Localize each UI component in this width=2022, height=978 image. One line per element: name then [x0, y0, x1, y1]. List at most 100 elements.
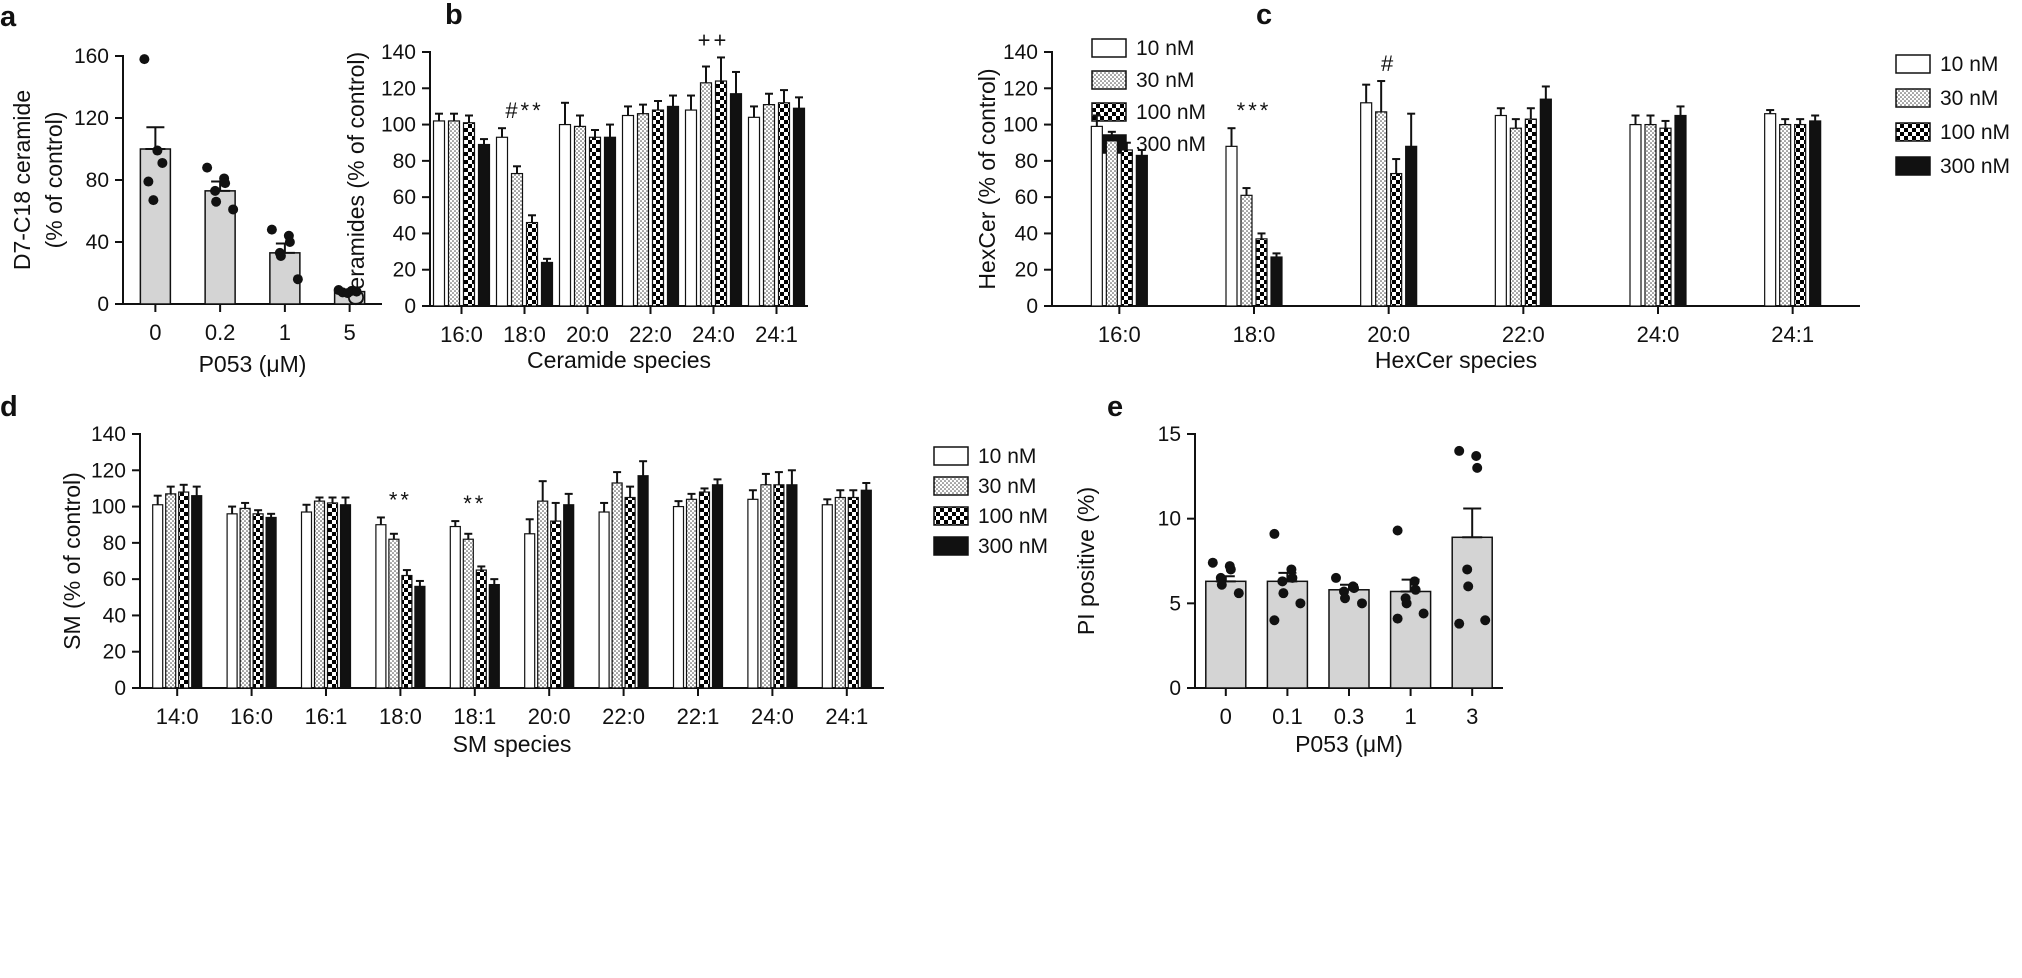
- x-tick-label: 24:1: [755, 322, 798, 347]
- y-tick-label: 40: [103, 604, 126, 627]
- bar: [488, 583, 500, 689]
- y-tick-label: 160: [74, 45, 109, 68]
- bar: [388, 538, 400, 689]
- x-tick-label: 20:0: [528, 704, 571, 729]
- y-axis-title: Ceramides (% of control): [343, 52, 369, 306]
- x-tick-label: 0: [1220, 704, 1232, 729]
- x-tick-label: 0.1: [1272, 704, 1303, 729]
- data-point: [1278, 588, 1289, 599]
- y-tick-label: 60: [103, 568, 126, 591]
- bar: [747, 498, 759, 689]
- data-point: [1225, 564, 1236, 575]
- legend-label: 10 nM: [1940, 53, 1998, 76]
- x-tick-label: 18:0: [1233, 322, 1276, 347]
- data-point: [228, 204, 239, 215]
- x-tick-label: 18:0: [503, 322, 546, 347]
- data-point: [351, 286, 362, 297]
- y-tick-label: 80: [1015, 150, 1038, 173]
- legend-swatch: [933, 476, 969, 496]
- data-point: [292, 274, 303, 285]
- y-tick-label: 0: [404, 295, 416, 318]
- bar: [773, 484, 785, 689]
- bar: [447, 120, 461, 307]
- bar: [1135, 154, 1148, 307]
- bar: [1494, 114, 1507, 307]
- data-point: [1471, 451, 1482, 462]
- x-tick-label: 1: [1404, 704, 1416, 729]
- x-tick-label: 22:0: [629, 322, 672, 347]
- bar: [1659, 127, 1672, 307]
- x-axis-title: HexCer species: [1375, 347, 1537, 373]
- data-point: [1331, 572, 1341, 583]
- data-point: [139, 54, 150, 65]
- panel-label: c: [1256, 0, 1272, 31]
- data-point: [1349, 583, 1359, 594]
- bar: [313, 500, 326, 689]
- bar: [1779, 123, 1792, 307]
- x-tick-label: 20:0: [1367, 322, 1410, 347]
- bar: [698, 491, 711, 689]
- y-tick-label: 120: [381, 77, 416, 100]
- bar: [1360, 102, 1373, 307]
- bar: [414, 585, 426, 689]
- legend: 10 nM 30 nM 100 nM 300 nM: [1091, 37, 1206, 156]
- legend-label: 10 nM: [1136, 37, 1194, 60]
- bar: [573, 125, 587, 307]
- y-tick-label: 100: [91, 496, 126, 519]
- bar: [792, 107, 806, 307]
- data-point: [1454, 618, 1465, 629]
- x-tick-label: 24:1: [825, 704, 868, 729]
- x-axis-title: Ceramide species: [527, 347, 711, 373]
- significance-annotation: #: [1381, 51, 1396, 76]
- legend-swatch: [1091, 38, 1127, 58]
- bar: [152, 504, 164, 689]
- y-tick-label: 100: [381, 114, 416, 137]
- y-tick-label: 15: [1158, 423, 1181, 446]
- bar: [1629, 123, 1642, 307]
- data-point: [1418, 608, 1429, 619]
- legend-label: 300 nM: [1136, 133, 1206, 156]
- bar: [540, 261, 554, 307]
- bar: [777, 102, 791, 307]
- bar: [1266, 580, 1309, 689]
- significance-annotation: **: [389, 487, 412, 512]
- data-point: [266, 224, 277, 235]
- x-tick-label: 22:0: [1502, 322, 1545, 347]
- bar: [550, 520, 562, 689]
- data-point: [1472, 462, 1483, 473]
- y-tick-label: 40: [86, 231, 109, 254]
- data-point: [1463, 581, 1474, 592]
- bar: [1390, 172, 1403, 307]
- bar: [239, 507, 251, 689]
- data-point: [157, 157, 168, 168]
- legend-swatch: [1895, 156, 1931, 176]
- bar: [834, 496, 846, 689]
- bar: [1225, 145, 1238, 307]
- x-tick-label: 5: [344, 320, 356, 345]
- data-point: [202, 162, 213, 173]
- y-tick-label: 120: [91, 459, 126, 482]
- legend-label: 10 nM: [978, 445, 1036, 468]
- bar: [525, 221, 539, 307]
- legend-label: 30 nM: [978, 475, 1036, 498]
- data-point: [1462, 564, 1473, 575]
- bar: [1764, 113, 1777, 307]
- bar: [1270, 256, 1283, 307]
- data-point: [1392, 525, 1403, 536]
- x-tick-label: 1: [279, 320, 291, 345]
- x-tick-label: 24:0: [692, 322, 735, 347]
- bar: [510, 172, 524, 307]
- data-point: [1340, 593, 1350, 604]
- y-tick-label: 10: [1158, 508, 1181, 531]
- bar: [1539, 98, 1552, 307]
- data-point: [1410, 584, 1421, 595]
- x-tick-label: 0.3: [1334, 704, 1365, 729]
- bar: [588, 136, 602, 307]
- legend-label: 300 nM: [1940, 155, 2010, 178]
- bar: [1375, 111, 1388, 307]
- x-tick-label: 16:0: [440, 322, 483, 347]
- bar: [637, 475, 649, 689]
- y-tick-label: 60: [1015, 186, 1038, 209]
- y-axis-title: HexCer (% of control): [974, 68, 1000, 289]
